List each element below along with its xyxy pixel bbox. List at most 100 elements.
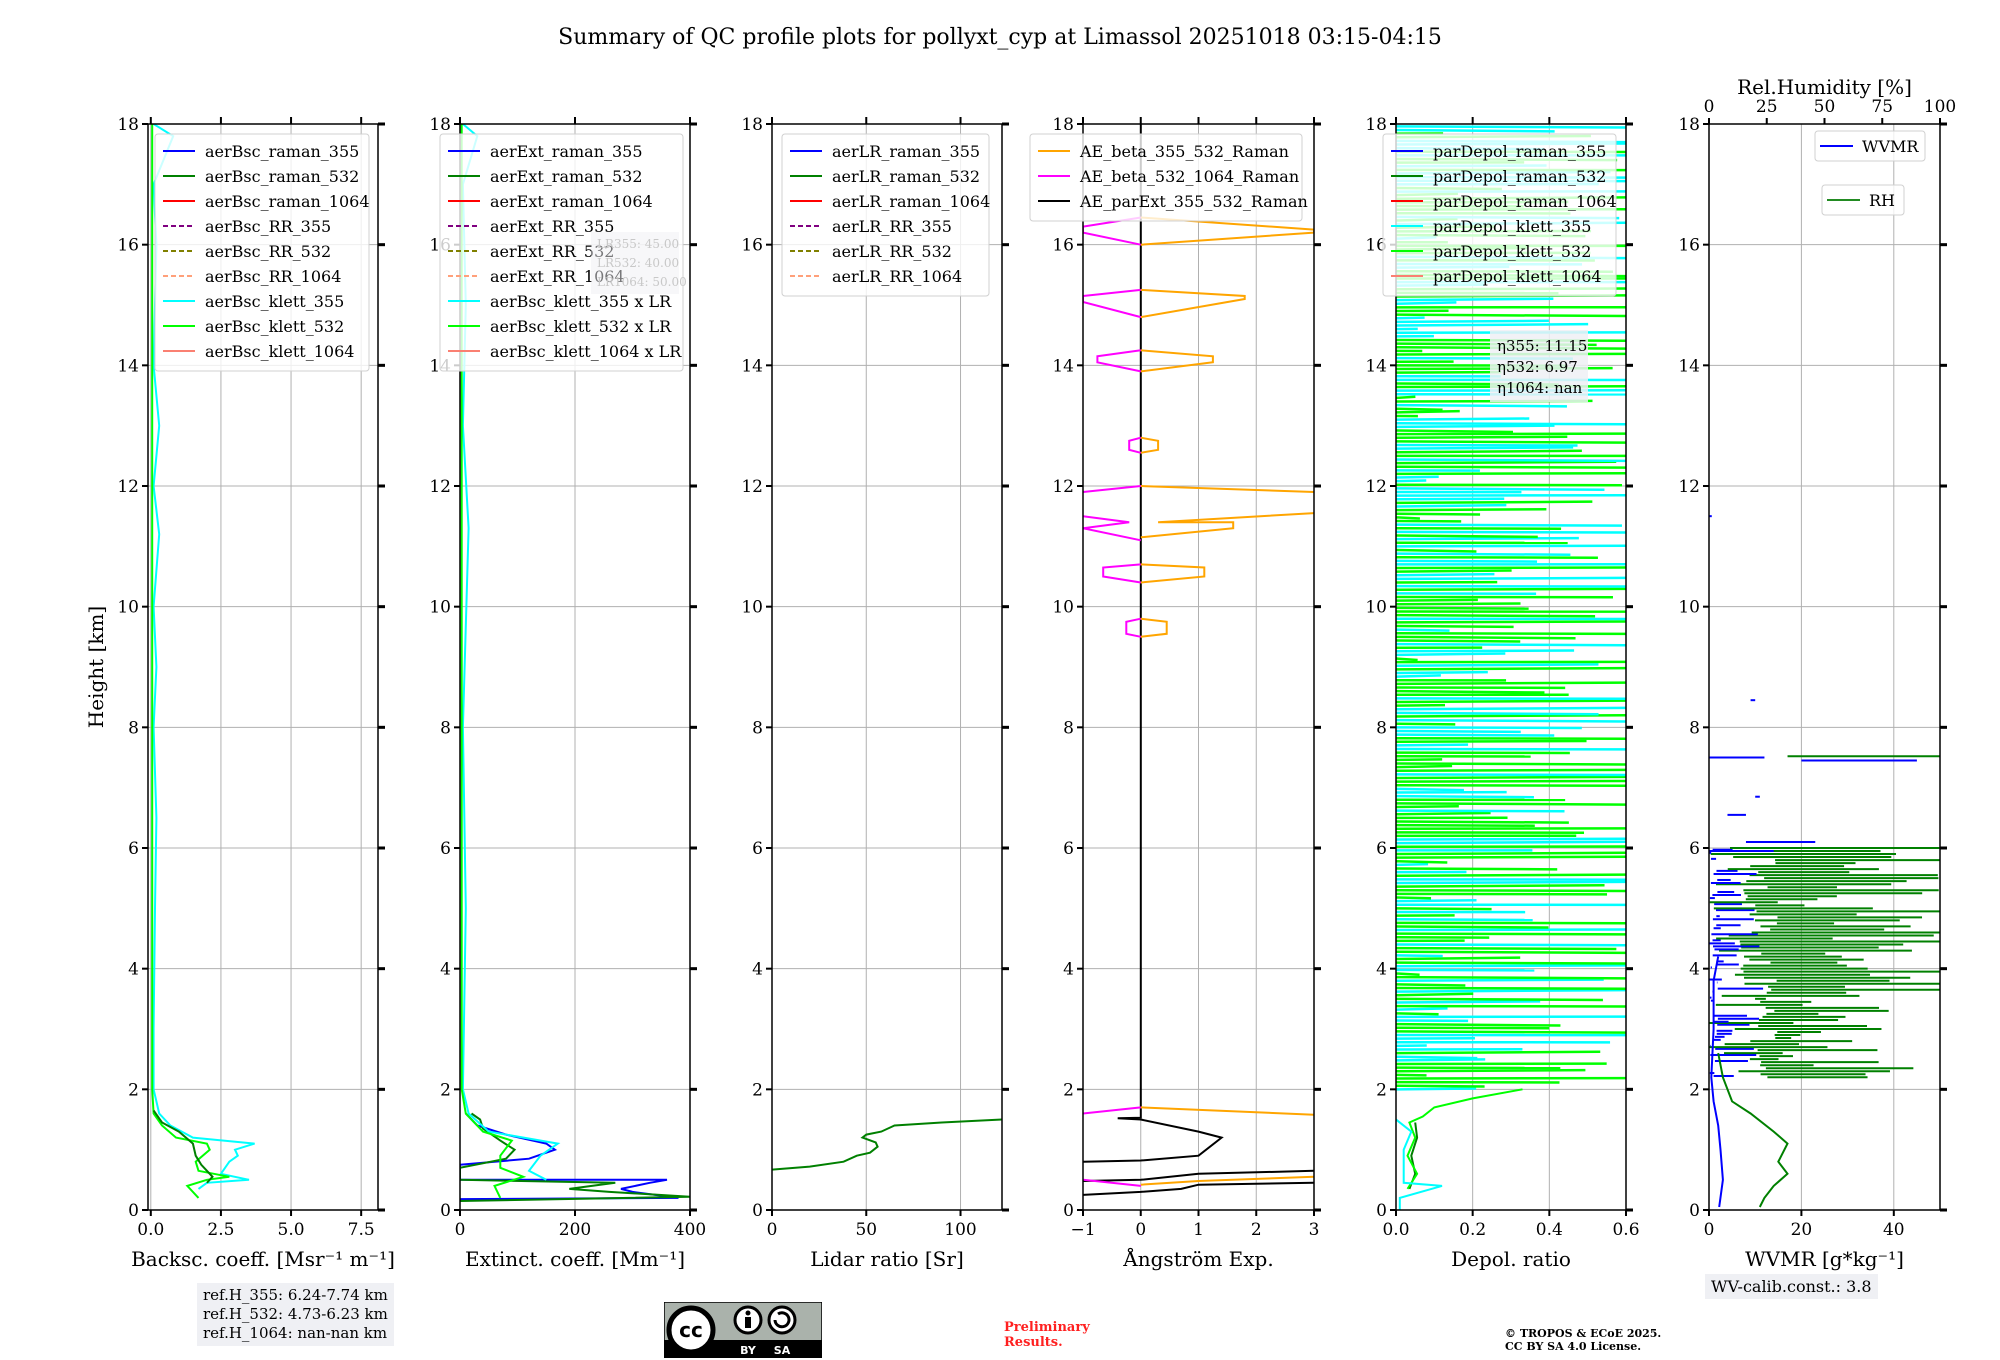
depol-noise-mark bbox=[1396, 762, 1626, 766]
wv-calibration-box: WV-calib.const.: 3.8 bbox=[1705, 1274, 1878, 1299]
depol-noise-mark bbox=[1396, 297, 1554, 302]
y-tick-label: 12 bbox=[1678, 477, 1700, 497]
legend-box bbox=[1821, 184, 1905, 216]
y-axis-label: Height [km] bbox=[84, 606, 108, 728]
depol-noise-mark bbox=[1396, 639, 1521, 643]
y-tick-label: 8 bbox=[1689, 718, 1700, 738]
depol-noise-mark bbox=[1396, 530, 1626, 534]
top-x-tick-label: 75 bbox=[1871, 97, 1893, 117]
eta-annotation: η1064: nan bbox=[1497, 379, 1583, 397]
depol-noise-mark bbox=[1396, 946, 1617, 951]
preliminary-results-note: Preliminary Results. bbox=[1004, 1320, 1090, 1350]
depol-noise-mark bbox=[1396, 440, 1626, 444]
legend-label: aerExt_RR_1064 bbox=[490, 267, 625, 286]
depol-noise-mark bbox=[1396, 880, 1626, 885]
depol-noise-mark bbox=[1396, 711, 1599, 716]
depol-noise-mark bbox=[1396, 713, 1626, 718]
depol-noise-mark bbox=[1396, 1030, 1626, 1034]
depol-noise-mark bbox=[1396, 569, 1512, 573]
y-tick-label: 16 bbox=[1365, 236, 1387, 256]
copyright-line-2: CC BY SA 4.0 License. bbox=[1505, 1340, 1642, 1353]
depol-noise-mark bbox=[1396, 787, 1464, 792]
x-tick-label: 400 bbox=[674, 1220, 706, 1240]
panel-lidar_ratio: 0 2 4 6 8 10 12 14 16 18 0 50 100 Lidar ratio [Sr] aer… bbox=[741, 115, 1009, 1271]
depol-noise-mark bbox=[1396, 446, 1574, 450]
depol-noise-mark bbox=[1396, 840, 1626, 845]
depol-noise-mark bbox=[1396, 475, 1439, 479]
preliminary-line-2: Results. bbox=[1004, 1335, 1063, 1350]
depol-noise-mark bbox=[1396, 422, 1626, 426]
legend-label: aerLR_RR_355 bbox=[832, 217, 952, 236]
depol-noise-mark bbox=[1396, 443, 1578, 447]
depol-noise-mark bbox=[1396, 896, 1432, 900]
y-tick-label: 12 bbox=[1052, 477, 1074, 497]
y-tick-label: 8 bbox=[1063, 718, 1074, 738]
lidar-ratio-annotation-box bbox=[591, 232, 679, 294]
depol-noise-mark bbox=[1396, 500, 1593, 505]
x-tick-label: 7.5 bbox=[348, 1220, 375, 1240]
depol-noise-mark bbox=[1396, 743, 1469, 747]
series-ae-beta-355-532-raman bbox=[1140, 216, 1314, 1186]
y-tick-label: 0 bbox=[128, 1201, 139, 1221]
ref-height-532: ref.H_532: 4.73-6.23 km bbox=[203, 1305, 388, 1323]
y-tick-label: 16 bbox=[1678, 236, 1700, 256]
depol-noise-mark bbox=[1396, 587, 1626, 592]
legend-label: aerBsc_RR_355 bbox=[205, 217, 331, 236]
legend-label: WVMR bbox=[1862, 137, 1919, 156]
depol-noise-mark bbox=[1396, 316, 1425, 320]
depol-noise-mark bbox=[1396, 722, 1456, 726]
legend-label: AE_parExt_355_532_Raman bbox=[1079, 192, 1308, 211]
eta-annotation: η532: 6.97 bbox=[1497, 358, 1578, 376]
depol-noise-mark bbox=[1396, 997, 1603, 1002]
depol-noise-mark bbox=[1396, 435, 1568, 439]
depol-noise-mark bbox=[1396, 907, 1492, 911]
x-tick-label: 200 bbox=[559, 1220, 591, 1240]
y-tick-label: 14 bbox=[1678, 356, 1700, 376]
depol-noise-mark bbox=[1396, 689, 1545, 694]
depol-noise-mark bbox=[1396, 407, 1443, 412]
y-tick-label: 0 bbox=[1063, 1201, 1074, 1221]
cc-icon bbox=[666, 1305, 716, 1355]
depol-noise-mark bbox=[1396, 956, 1521, 961]
y-tick-label: 6 bbox=[128, 839, 139, 859]
series-ae-parext-355-532-raman bbox=[1083, 124, 1314, 1196]
eta-annotation-box bbox=[1490, 330, 1588, 402]
y-tick-label: 18 bbox=[741, 115, 763, 135]
depol-noise-mark bbox=[1396, 1055, 1478, 1060]
y-tick-label: 12 bbox=[117, 477, 139, 497]
depol-noise-mark bbox=[1396, 809, 1565, 813]
depol-noise-mark bbox=[1396, 837, 1626, 841]
x-tick-label: 0.6 bbox=[1612, 1220, 1639, 1240]
y-tick-label: 18 bbox=[429, 115, 451, 135]
y-tick-label: 10 bbox=[429, 598, 451, 618]
y-tick-label: 6 bbox=[440, 839, 451, 859]
legend-label: aerExt_RR_355 bbox=[490, 217, 614, 236]
depol-noise-mark bbox=[1396, 487, 1605, 491]
depol-noise-mark bbox=[1396, 497, 1505, 501]
cc-license-badge: cc BY SA bbox=[664, 1302, 822, 1358]
legend-label: parDepol_raman_532 bbox=[1433, 167, 1606, 186]
plot-area bbox=[151, 124, 255, 1199]
depol-noise-mark bbox=[1396, 544, 1626, 548]
top-x-tick-label: 25 bbox=[1756, 97, 1778, 117]
depol-noise-mark bbox=[1396, 968, 1535, 972]
legend-label: aerBsc_klett_1064 bbox=[205, 342, 354, 361]
legend-label: aerBsc_raman_532 bbox=[205, 167, 359, 186]
series-rh bbox=[1717, 1052, 1789, 1208]
y-tick-label: 2 bbox=[1063, 1080, 1074, 1100]
depol-noise-mark bbox=[1396, 479, 1427, 483]
y-tick-label: 2 bbox=[752, 1080, 763, 1100]
x-axis-label: Ångström Exp. bbox=[1122, 1246, 1273, 1271]
legend-label: RH bbox=[1869, 191, 1895, 210]
legend-label: aerBsc_klett_1064 x LR bbox=[490, 342, 682, 361]
depol-noise-mark bbox=[1396, 628, 1450, 632]
depol-noise-mark bbox=[1396, 768, 1626, 773]
depol-noise-mark bbox=[1396, 128, 1555, 133]
depol-noise-mark bbox=[1396, 460, 1617, 465]
sa-icon bbox=[767, 1305, 797, 1335]
legend-label: aerLR_RR_1064 bbox=[832, 267, 962, 286]
depol-noise-mark bbox=[1396, 736, 1626, 741]
series-pardepol-klett-355 bbox=[1396, 1118, 1443, 1210]
